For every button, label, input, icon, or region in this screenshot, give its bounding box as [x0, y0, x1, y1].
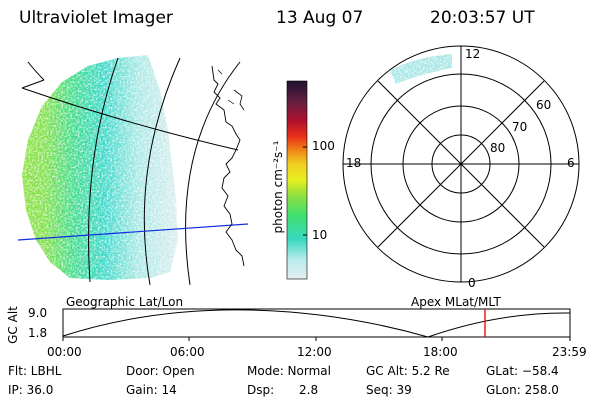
time-label: 20:03:57 UT — [430, 8, 535, 28]
x-tick-1800: 18:00 — [423, 345, 458, 359]
dsp-value: 2.8 — [299, 383, 319, 397]
apex-caption: Apex MLat/MLT — [411, 295, 501, 309]
coastline — [211, 65, 245, 267]
mode-status: Mode: Normal — [247, 364, 331, 378]
glat-status: GLat: −58.4 — [486, 364, 559, 378]
colorbar-tick-100: 100 — [312, 139, 335, 153]
seq-status: Seq: 39 — [366, 383, 412, 397]
instrument-title: Ultraviolet Imager — [19, 8, 173, 28]
ip-status: IP: 36.0 — [8, 383, 54, 397]
geographic-caption: Geographic Lat/Lon — [66, 295, 184, 309]
date-label: 13 Aug 07 — [276, 8, 364, 28]
filter-status: Flt: LBHL — [8, 364, 62, 378]
dsp-label: Dsp: — [247, 383, 275, 397]
mlat-label-60: 60 — [536, 98, 552, 112]
y-tick-9: 9.0 — [28, 306, 48, 320]
x-tick-2359: 23:59 — [552, 345, 587, 359]
x-tick-1200: 12:00 — [297, 345, 332, 359]
mlt-label-6: 6 — [567, 156, 575, 170]
mlat-label-70: 70 — [512, 120, 528, 134]
lat-lon-grid — [21, 57, 241, 286]
x-tick-0000: 00:00 — [47, 345, 82, 359]
gc-alt-status: GC Alt: 5.2 Re — [366, 364, 450, 378]
x-tick-0600: 06:00 — [170, 345, 205, 359]
y-tick-1-8: 1.8 — [28, 326, 48, 340]
gain-status: Gain: 14 — [126, 383, 177, 397]
colorbar-tick-10: 10 — [312, 228, 328, 242]
door-status: Door: Open — [126, 364, 195, 378]
terminator-line — [17, 223, 249, 241]
mlt-label-18: 18 — [346, 156, 362, 170]
mlt-label-12: 12 — [465, 47, 481, 61]
mlt-label-0: 0 — [468, 276, 476, 290]
glon-status: GLon: 258.0 — [486, 383, 559, 397]
mlat-label-80: 80 — [490, 141, 506, 155]
